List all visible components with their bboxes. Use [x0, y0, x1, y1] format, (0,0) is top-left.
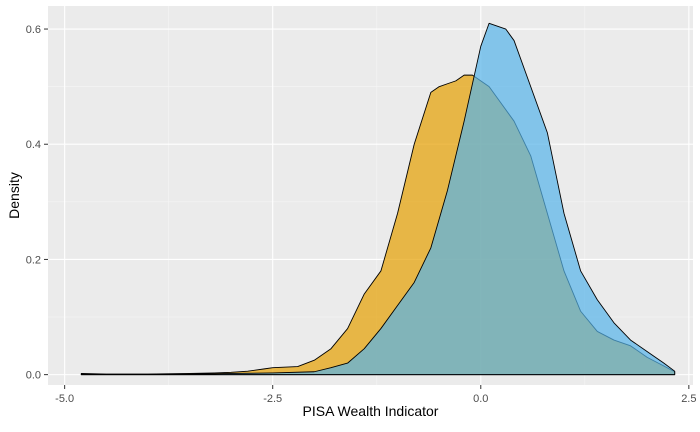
- x-tick-label: -5.0: [55, 393, 74, 405]
- x-tick-label: 0.0: [473, 393, 488, 405]
- x-axis-title: PISA Wealth Indicator: [303, 403, 439, 419]
- x-tick-label: 2.5: [681, 393, 696, 405]
- y-axis-title: Density: [6, 172, 22, 219]
- series-layer: [80, 22, 676, 376]
- y-tick-label: 0.0: [26, 370, 41, 382]
- y-tick-label: 0.2: [26, 254, 41, 266]
- axis-layer: -5.0 -2.5 0.0 2.5 0.0 0.2 0.4 0.6: [26, 24, 697, 405]
- y-tick-label: 0.4: [26, 139, 41, 151]
- x-tick-label: -2.5: [263, 393, 282, 405]
- density-area-series-2: [80, 22, 676, 376]
- y-tick-label: 0.6: [26, 24, 41, 36]
